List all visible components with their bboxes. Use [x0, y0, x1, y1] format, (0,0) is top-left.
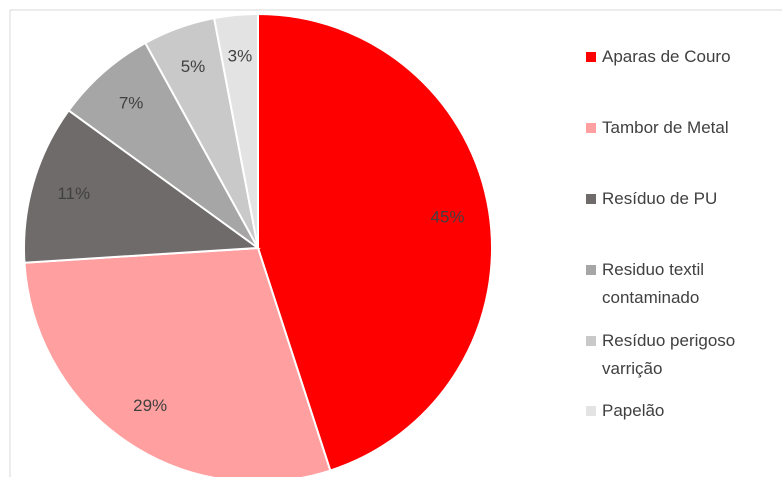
legend-swatch [586, 406, 596, 416]
data-label: 3% [228, 46, 253, 65]
legend-item: Aparas de Couro [586, 43, 776, 71]
legend-swatch [586, 265, 596, 275]
legend-item: Tambor de Metal [586, 114, 776, 142]
data-label: 45% [431, 207, 465, 226]
legend-swatch [586, 194, 596, 204]
pie-slice [67, 41, 259, 249]
legend-swatch [586, 52, 596, 62]
legend-swatch [586, 336, 596, 346]
pie-slice [23, 109, 261, 264]
data-label: 7% [119, 94, 144, 113]
pie-slice [212, 12, 259, 249]
legend-label: Papelão [602, 401, 665, 420]
legend-item: Resíduo perigoso varrição [586, 327, 776, 383]
legend-label: Aparas de Couro [602, 47, 731, 66]
legend-item: Papelão [586, 397, 776, 425]
legend-label: Resíduo de PU [602, 189, 718, 208]
pie-slice [23, 246, 332, 477]
data-label: 5% [181, 57, 206, 76]
legend-label: Residuo textil contaminado [602, 260, 705, 307]
legend-label: Tambor de Metal [602, 118, 729, 137]
pie-slice [257, 12, 493, 472]
legend-item: Residuo textil contaminado [586, 256, 776, 312]
legend-item: Resíduo de PU [586, 185, 776, 213]
legend-label: Resíduo perigoso varrição [602, 331, 736, 378]
data-label: 11% [57, 184, 90, 203]
data-label: 29% [133, 396, 167, 415]
legend-swatch [586, 123, 596, 133]
